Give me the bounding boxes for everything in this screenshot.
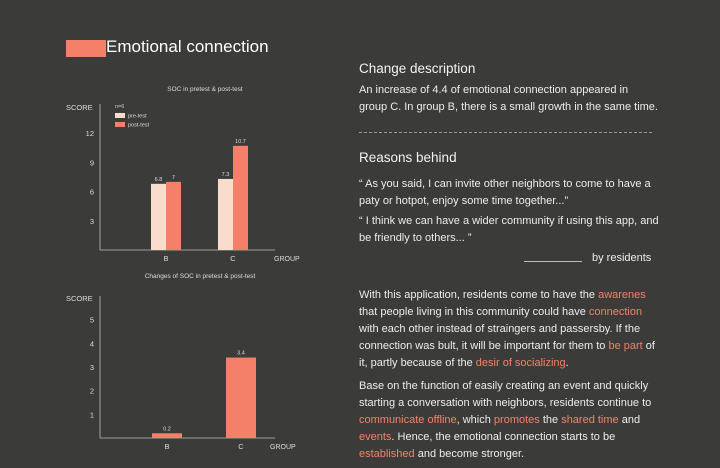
title-accent-bar — [66, 40, 106, 57]
highlight-established: established — [359, 448, 415, 460]
highlight-promotes: promotes — [493, 414, 540, 426]
data-label: 6.8 — [155, 177, 163, 183]
text-run: with each other instead of straingers an… — [359, 323, 641, 352]
highlight-awareness: awarenes — [598, 289, 646, 301]
highlight-desire: desir of socializing — [475, 357, 566, 369]
data-label: 7 — [172, 175, 175, 181]
y-tick-label: 5 — [90, 316, 94, 325]
change-text: An increase of 4.4 of emotional connecti… — [359, 84, 658, 113]
text-run: , which — [456, 414, 494, 426]
soc-pre-post-chart: SOC in pretest & post-test SCORE 3 6 9 12 GROU… — [66, 86, 300, 263]
y-tick-label: 1 — [90, 410, 94, 419]
y-tick-label: 12 — [86, 129, 94, 138]
text-run: Base on the function of easily creating … — [359, 380, 652, 409]
text-run: and become stronger. — [414, 448, 525, 460]
x-tick-label: B — [163, 254, 168, 263]
chart-title: Changes of SOC in pretest & post-test — [145, 273, 256, 280]
y-tick-label: 6 — [90, 188, 94, 197]
reasons-heading: Reasons behind — [359, 150, 457, 165]
text-run: that people living in this community cou… — [359, 306, 589, 318]
legend-label: post-test — [128, 123, 150, 129]
signature-line — [524, 261, 582, 262]
y-tick-label: 3 — [90, 363, 94, 372]
highlight-communicate-offline: communicate offline — [359, 414, 457, 426]
quote-1: “ As you said, I can invite other neighb… — [359, 178, 651, 207]
signature: by residents — [592, 252, 652, 264]
legend-swatch — [115, 113, 125, 118]
x-axis-label: GROUP — [274, 256, 300, 263]
chart-title: SOC in pretest & post-test — [167, 86, 243, 93]
legend-swatch — [115, 122, 125, 127]
bar-post-test-B — [166, 181, 181, 250]
highlight-connection: connection — [588, 306, 643, 318]
x-tick-label: C — [238, 442, 244, 451]
paragraph-function: Base on the function of easily creating … — [359, 378, 659, 463]
data-label: 0.2 — [163, 426, 171, 432]
change-heading: Change description — [359, 61, 476, 76]
x-axis-label: GROUP — [270, 444, 296, 451]
quote-2: “ I think we can have a wider community … — [359, 215, 659, 244]
text-run: the — [539, 414, 562, 426]
text-run: . — [565, 357, 569, 369]
bar-change-B — [152, 433, 182, 438]
x-tick-label: C — [230, 254, 236, 263]
section-divider — [359, 132, 652, 133]
paragraph-awareness: With this application, residents come to… — [359, 287, 659, 372]
bar-change-C — [226, 357, 256, 438]
soc-change-chart: Changes of SOC in pretest & post-test SCO… — [66, 273, 296, 451]
highlight-events: events — [359, 431, 392, 443]
bar-post-test-C — [233, 145, 248, 250]
data-label: 10.7 — [235, 139, 246, 145]
y-tick-label: 4 — [90, 339, 94, 348]
text-run: With this application, residents come to… — [359, 289, 599, 301]
text-run: . Hence, the emotional connection starts… — [391, 431, 616, 443]
text-run: and — [618, 414, 641, 426]
y-axis-label: SCORE — [66, 103, 93, 112]
y-tick-label: 3 — [90, 217, 94, 226]
text-run: of it, partly because of the — [359, 340, 655, 369]
bar-pre-test-C — [218, 178, 233, 250]
y-tick-label: 9 — [90, 158, 94, 167]
sample-note: n=6 — [115, 104, 124, 110]
y-tick-label: 2 — [90, 387, 94, 396]
y-axis-label: SCORE — [66, 294, 93, 303]
page-title-text: Emotional connection — [106, 37, 269, 56]
highlight-shared-time: shared time — [561, 414, 619, 426]
legend-label: pre-test — [128, 114, 147, 120]
bar-pre-test-B — [151, 183, 166, 250]
highlight-be-part: be part — [608, 340, 643, 352]
data-label: 3.4 — [237, 351, 245, 357]
x-tick-label: B — [164, 442, 169, 451]
data-label: 7.3 — [222, 172, 230, 178]
